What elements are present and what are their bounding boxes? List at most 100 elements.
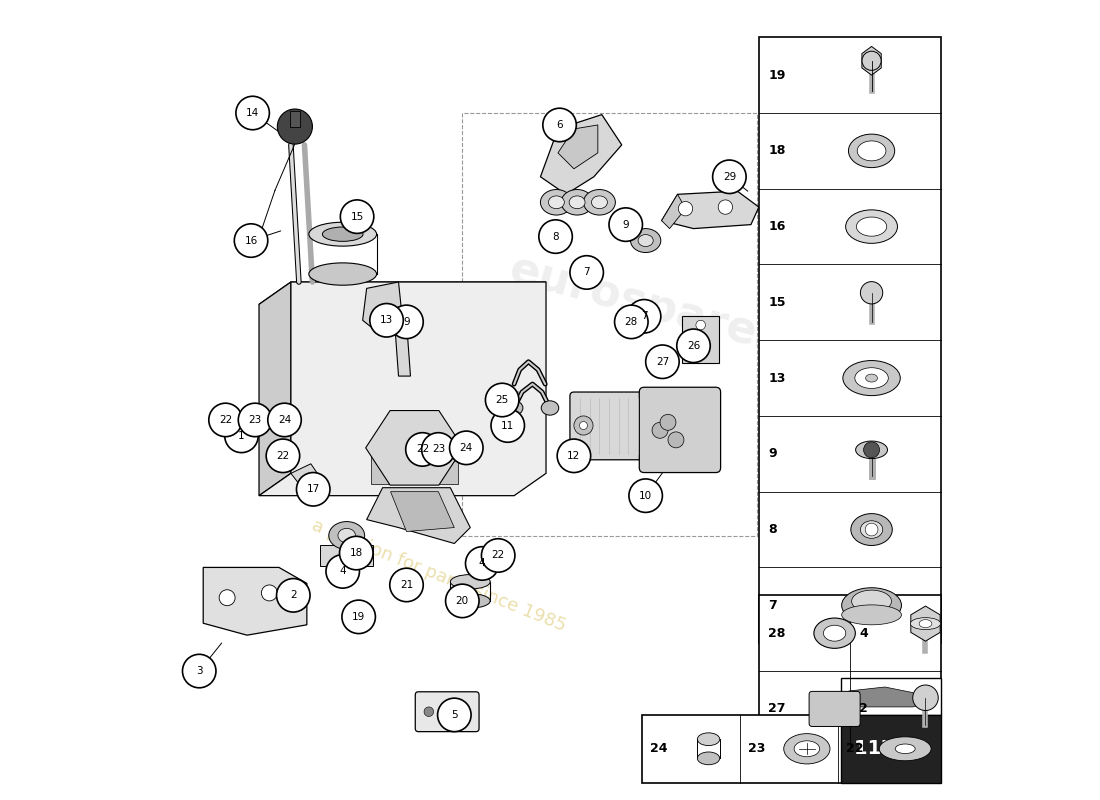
- Circle shape: [696, 320, 705, 330]
- Text: 24: 24: [278, 415, 292, 425]
- Text: a passion for parts since 1985: a passion for parts since 1985: [309, 516, 568, 634]
- Ellipse shape: [843, 361, 900, 396]
- FancyBboxPatch shape: [842, 715, 940, 782]
- Text: 12: 12: [568, 451, 581, 461]
- Text: 15: 15: [351, 212, 364, 222]
- Circle shape: [660, 414, 676, 430]
- Circle shape: [326, 554, 360, 588]
- Polygon shape: [320, 545, 373, 566]
- Circle shape: [389, 568, 424, 602]
- Ellipse shape: [561, 190, 593, 215]
- Ellipse shape: [866, 374, 878, 382]
- Circle shape: [864, 442, 880, 458]
- Ellipse shape: [879, 737, 931, 761]
- Text: 16: 16: [244, 235, 257, 246]
- Circle shape: [913, 685, 938, 710]
- Circle shape: [580, 422, 587, 430]
- Circle shape: [668, 432, 684, 448]
- Circle shape: [696, 334, 705, 344]
- Ellipse shape: [857, 217, 887, 236]
- Polygon shape: [258, 282, 546, 304]
- Polygon shape: [661, 194, 685, 229]
- Ellipse shape: [824, 626, 846, 641]
- Text: 22: 22: [219, 415, 232, 425]
- Text: 14: 14: [246, 108, 260, 118]
- Polygon shape: [365, 410, 463, 485]
- Circle shape: [224, 419, 258, 453]
- Ellipse shape: [540, 190, 572, 215]
- FancyBboxPatch shape: [759, 595, 940, 746]
- Text: 13: 13: [379, 315, 393, 326]
- Circle shape: [234, 224, 267, 258]
- Circle shape: [277, 109, 312, 144]
- Ellipse shape: [450, 574, 491, 589]
- Text: 3: 3: [196, 666, 202, 676]
- Text: 22: 22: [492, 550, 505, 561]
- Ellipse shape: [338, 528, 355, 542]
- Text: 8: 8: [769, 523, 777, 536]
- Ellipse shape: [617, 220, 632, 232]
- Ellipse shape: [309, 222, 376, 246]
- Text: 9: 9: [404, 317, 410, 327]
- FancyBboxPatch shape: [290, 110, 299, 126]
- Text: 24: 24: [460, 443, 473, 453]
- Circle shape: [713, 160, 746, 194]
- Text: 4: 4: [478, 558, 485, 569]
- Circle shape: [446, 584, 478, 618]
- Ellipse shape: [842, 605, 902, 625]
- Circle shape: [389, 305, 424, 338]
- Ellipse shape: [697, 733, 719, 746]
- Text: 22: 22: [846, 742, 864, 755]
- Circle shape: [421, 433, 455, 466]
- Circle shape: [266, 439, 299, 473]
- Polygon shape: [540, 114, 622, 194]
- Polygon shape: [258, 282, 290, 496]
- Ellipse shape: [609, 214, 640, 238]
- Text: 7: 7: [769, 598, 778, 612]
- Text: 19: 19: [352, 612, 365, 622]
- Circle shape: [276, 578, 310, 612]
- Text: 22: 22: [276, 451, 289, 461]
- Circle shape: [340, 200, 374, 234]
- Circle shape: [862, 51, 881, 70]
- Ellipse shape: [855, 368, 889, 389]
- Text: 7: 7: [583, 267, 590, 278]
- Ellipse shape: [860, 521, 882, 538]
- Circle shape: [629, 479, 662, 513]
- Polygon shape: [661, 191, 759, 229]
- Polygon shape: [363, 282, 403, 330]
- Text: 17: 17: [307, 484, 320, 494]
- Circle shape: [491, 409, 525, 442]
- Text: 1: 1: [239, 431, 245, 441]
- Circle shape: [570, 256, 604, 289]
- Circle shape: [574, 416, 593, 435]
- Ellipse shape: [851, 590, 891, 613]
- Ellipse shape: [794, 741, 820, 757]
- Circle shape: [267, 403, 301, 437]
- Text: 2: 2: [290, 590, 297, 600]
- Text: 22: 22: [416, 445, 429, 454]
- Circle shape: [485, 383, 519, 417]
- Text: 27: 27: [769, 702, 785, 715]
- Text: 5: 5: [451, 710, 458, 720]
- Ellipse shape: [592, 196, 607, 209]
- Text: 18: 18: [350, 548, 363, 558]
- Text: 23: 23: [748, 742, 766, 755]
- Circle shape: [424, 707, 433, 717]
- FancyBboxPatch shape: [570, 392, 656, 460]
- Text: 28: 28: [625, 317, 638, 327]
- Text: 16: 16: [769, 220, 785, 233]
- Text: 28: 28: [769, 626, 785, 640]
- Circle shape: [438, 698, 471, 732]
- Circle shape: [239, 403, 272, 437]
- Ellipse shape: [911, 618, 940, 630]
- Text: 13: 13: [769, 371, 785, 385]
- Ellipse shape: [450, 594, 491, 608]
- Circle shape: [539, 220, 572, 254]
- Circle shape: [209, 403, 242, 437]
- Polygon shape: [395, 322, 410, 376]
- Circle shape: [652, 422, 668, 438]
- Circle shape: [219, 590, 235, 606]
- Text: 4: 4: [859, 626, 868, 640]
- Ellipse shape: [850, 514, 892, 546]
